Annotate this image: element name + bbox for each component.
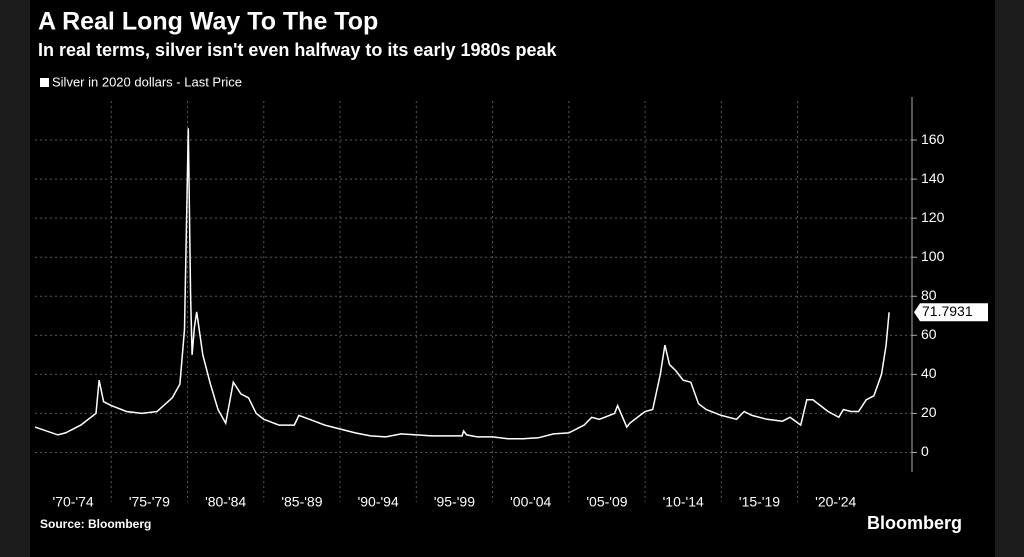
last-price-label: 71.7931	[922, 303, 973, 319]
x-tick-label: '85-'89	[281, 494, 322, 510]
x-tick-label: '80-'84	[205, 494, 246, 510]
source: Source: Bloomberg	[40, 517, 151, 531]
y-tick-label: 140	[921, 170, 945, 186]
x-tick-label: '05-'09	[586, 494, 627, 510]
x-tick-label: '00-'04	[510, 494, 551, 510]
x-tick-label: '70-'74	[53, 494, 94, 510]
legend-swatch	[40, 78, 49, 87]
x-tick-label: '95-'99	[434, 494, 475, 510]
y-tick-label: 80	[921, 287, 937, 303]
y-tick-label: 0	[921, 443, 929, 459]
legend-label: Silver in 2020 dollars - Last Price	[52, 74, 242, 89]
last-price-box	[914, 303, 988, 322]
x-tick-label: '10-'14	[663, 494, 704, 510]
chart-subtitle: In real terms, silver isn't even halfway…	[38, 40, 558, 60]
brand: Bloomberg	[867, 513, 962, 533]
price-line	[34, 128, 890, 440]
y-tick-label: 100	[921, 248, 945, 264]
y-tick-label: 40	[921, 365, 937, 381]
y-tick-label: 20	[921, 404, 937, 420]
chart-title: A Real Long Way To The Top	[38, 8, 378, 36]
y-tick-label: 120	[921, 209, 945, 225]
y-tick-label: 60	[921, 326, 937, 342]
x-tick-label: '75-'79	[129, 494, 170, 510]
x-tick-label: '20-'24	[815, 494, 856, 510]
y-tick-label: 160	[921, 131, 945, 147]
x-tick-label: '90-'94	[358, 494, 399, 510]
x-tick-label: '15-'19	[739, 494, 780, 510]
